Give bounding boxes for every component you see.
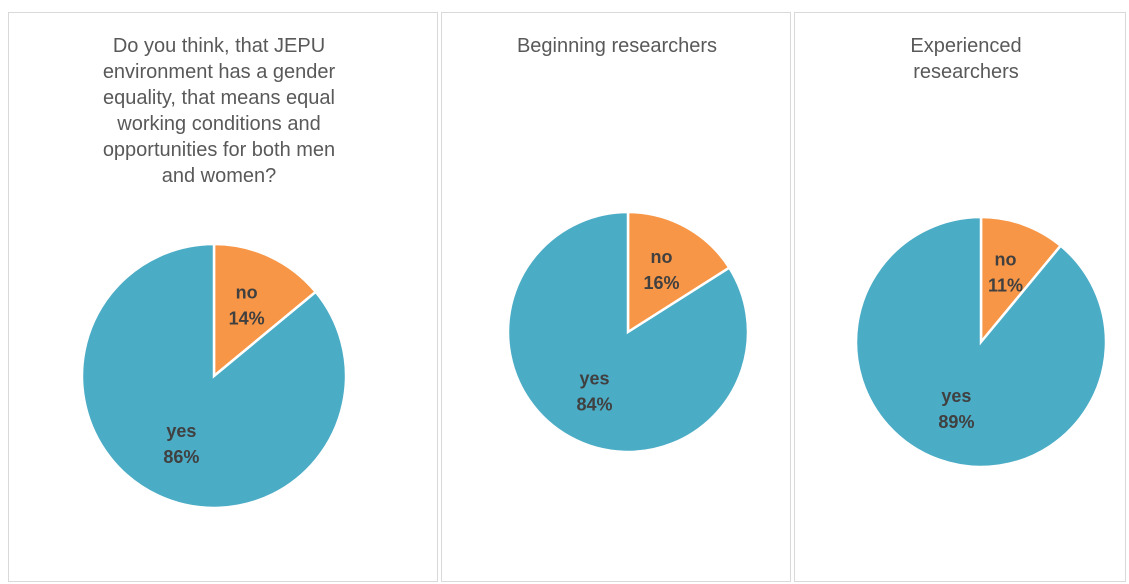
data-label-category: yes: [941, 386, 971, 406]
chart-title: Experienced researchers: [910, 35, 1022, 83]
data-label-category: no: [236, 282, 258, 302]
data-label-category: no: [651, 247, 673, 267]
data-label-value: 16%: [644, 273, 680, 293]
chart-panel: Experienced researchers no 11% yes 89%: [794, 12, 1126, 582]
data-label-value: 84%: [576, 395, 612, 415]
chart-title: Do you think, that JEPU environment has …: [102, 35, 336, 187]
pie-slice: [979, 215, 1063, 346]
data-label-category: no: [995, 250, 1017, 270]
data-label-value: 89%: [938, 412, 974, 432]
pie-chart: no 11% yes 89%: [854, 215, 1108, 469]
pie-slice: [506, 210, 750, 454]
data-label-category: yes: [579, 369, 609, 389]
pie-slice: [626, 210, 732, 335]
data-label-value: 86%: [163, 447, 199, 467]
chart-panel: Do you think, that JEPU environment has …: [8, 12, 438, 582]
pie-chart: no 14% yes 86%: [80, 242, 348, 510]
data-label-category: yes: [166, 421, 196, 441]
pie-slice: [80, 242, 348, 510]
pie-slice: [212, 242, 318, 379]
data-label-value: 14%: [229, 308, 265, 328]
data-label-value: 11%: [988, 276, 1023, 296]
pie-slice: [854, 215, 1108, 469]
chart-title: Beginning researchers: [516, 35, 718, 57]
chart-panel: Beginning researchers no 16% yes 84%: [441, 12, 791, 582]
pie-chart: no 16% yes 84%: [506, 210, 750, 454]
